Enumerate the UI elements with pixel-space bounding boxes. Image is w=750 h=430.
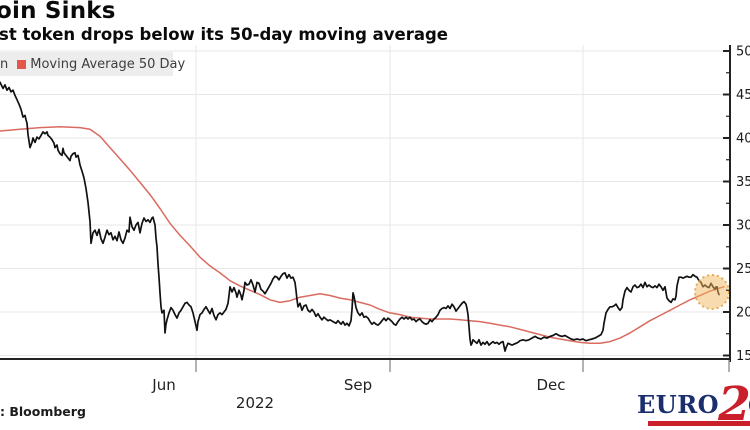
chart-title: oin Sinks	[0, 0, 116, 24]
legend-ma-swatch-icon	[17, 59, 27, 69]
y-tick-label-45: 45	[736, 88, 750, 103]
moving-average-line	[0, 125, 725, 345]
x-label-Jun: Jun	[151, 376, 175, 394]
x-label-Sep: Sep	[344, 376, 372, 394]
logo-text-two: 2	[718, 377, 750, 430]
y-tick-label-50: 50	[736, 45, 750, 60]
crossover-highlight-circle	[694, 273, 730, 310]
legend-item-ma-label: Moving Average 50 Day	[30, 56, 186, 72]
y-tick-label-20: 20	[736, 306, 750, 321]
x-year-label: 2022	[236, 394, 274, 412]
price-line	[0, 81, 720, 352]
legend-item-price-label: n	[0, 56, 9, 72]
y-tick-label-25: 25	[736, 262, 750, 277]
y-tick-label-30: 30	[736, 219, 750, 234]
y-tick-label-15: 15	[736, 349, 750, 364]
y-tick-label-35: 35	[736, 175, 750, 190]
y-tick-label-40: 40	[736, 132, 750, 147]
chart-legend: n Moving Average 50 Day	[0, 52, 185, 76]
logo-text-day: day	[748, 385, 750, 421]
logo-underline-bar	[648, 421, 750, 426]
euro2day-watermark-logo: EURO2day	[637, 381, 750, 428]
x-label-Dec: Dec	[536, 376, 565, 394]
source-attribution: : Bloomberg	[0, 404, 86, 419]
chart-subtitle: st token drops below its 50-day moving a…	[0, 25, 448, 44]
logo-text-euro: EURO	[637, 390, 720, 419]
